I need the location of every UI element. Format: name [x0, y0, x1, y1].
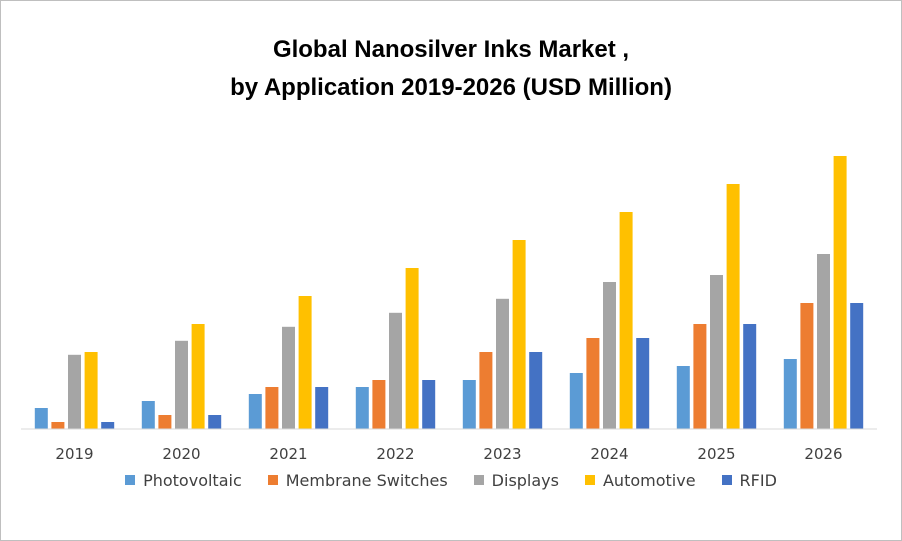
bar-displays-2026 — [817, 254, 830, 429]
chart-title-line-1: Global Nanosilver Inks Market , — [272, 36, 630, 63]
bar-photovoltaic-2022 — [355, 387, 369, 429]
bar-membrane-switches-2019 — [51, 422, 65, 429]
bar-automotive-2020 — [191, 324, 205, 429]
x-tick-label-2026: 2026 — [804, 445, 842, 463]
bar-rfid-2021 — [315, 387, 329, 429]
bar-photovoltaic-2026 — [783, 359, 797, 429]
chart-title-line-2: by Application 2019-2026 (USD Million) — [230, 74, 672, 101]
legend-label-rfid: RFID — [739, 470, 777, 490]
bar-displays-2025 — [710, 275, 723, 429]
bars-group — [34, 156, 864, 429]
x-tick-labels: 2019 2020 2021 2022 2023 2024 2025 2026 — [55, 445, 842, 463]
x-tick-label-2022: 2022 — [376, 445, 414, 463]
legend-item-rfid: RFID — [721, 470, 777, 490]
bar-automotive-2024 — [619, 212, 633, 429]
x-tick-label-2020: 2020 — [162, 445, 200, 463]
bar-displays-2022 — [389, 312, 402, 429]
bar-membrane-switches-2025 — [693, 324, 707, 429]
bar-photovoltaic-2021 — [248, 394, 262, 429]
bar-automotive-2023 — [512, 240, 526, 429]
x-tick-label-2021: 2021 — [269, 445, 307, 463]
bar-membrane-switches-2020 — [158, 415, 172, 429]
legend: Photovoltaic Membrane Switches Displays Aut… — [1, 467, 901, 493]
legend-item-photovoltaic: Photovoltaic — [125, 471, 242, 490]
bar-rfid-2023 — [529, 352, 543, 429]
legend-swatch-photovoltaic — [125, 475, 136, 485]
bar-membrane-switches-2021 — [265, 387, 279, 429]
legend-item-membrane-switches: Membrane Switches — [267, 470, 448, 490]
x-tick-label-2025: 2025 — [697, 445, 735, 463]
x-tick-label-2019: 2019 — [55, 445, 93, 463]
legend-label-automotive: Automotive — [602, 470, 696, 490]
bar-photovoltaic-2023 — [462, 380, 476, 429]
legend-label-displays: Displays — [491, 470, 559, 490]
bar-displays-2020 — [175, 340, 188, 429]
bar-displays-2024 — [603, 282, 616, 429]
bar-membrane-switches-2023 — [479, 352, 493, 429]
bar-automotive-2026 — [833, 156, 847, 429]
bar-rfid-2026 — [850, 303, 864, 429]
bar-photovoltaic-2019 — [34, 408, 48, 429]
legend-swatch-rfid — [721, 475, 732, 485]
legend-item-displays: Displays — [473, 470, 559, 490]
legend-item-automotive: Automotive — [584, 470, 696, 490]
bar-automotive-2022 — [405, 268, 419, 429]
bar-automotive-2025 — [726, 184, 740, 429]
legend-swatch-automotive — [584, 475, 595, 485]
bar-photovoltaic-2020 — [141, 401, 155, 429]
bar-rfid-2024 — [636, 338, 650, 429]
bar-membrane-switches-2024 — [586, 338, 600, 429]
legend-label-photovoltaic: Photovoltaic — [143, 470, 242, 490]
bar-rfid-2019 — [101, 422, 115, 429]
bar-automotive-2021 — [298, 296, 312, 429]
bar-rfid-2025 — [743, 324, 757, 429]
legend-swatch-displays — [473, 475, 484, 485]
bar-rfid-2020 — [208, 415, 222, 429]
bar-displays-2019 — [68, 354, 81, 429]
bar-membrane-switches-2026 — [800, 303, 814, 429]
bar-displays-2023 — [496, 298, 509, 429]
legend-label-membrane-switches: Membrane Switches — [285, 470, 448, 490]
chart-title: Global Nanosilver Inks Market , by Appli… — [1, 31, 901, 107]
bar-photovoltaic-2024 — [569, 373, 583, 429]
legend-swatch-membrane-switches — [267, 475, 278, 485]
x-tick-label-2024: 2024 — [590, 445, 628, 463]
bar-membrane-switches-2022 — [372, 380, 386, 429]
bar-displays-2021 — [282, 326, 295, 429]
x-tick-label-2023: 2023 — [483, 445, 521, 463]
bar-rfid-2022 — [422, 380, 436, 429]
bar-photovoltaic-2025 — [676, 366, 690, 429]
bar-automotive-2019 — [84, 352, 98, 429]
